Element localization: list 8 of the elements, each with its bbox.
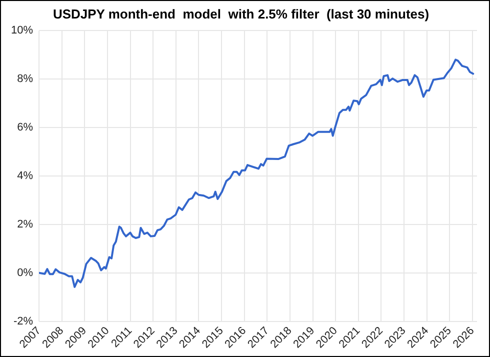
chart-title: USDJPY month-end model with 2.5% filter (last 30 minutes)	[52, 6, 430, 22]
y-tick-label: 6%	[17, 122, 34, 134]
y-tick-label: 4%	[17, 170, 34, 182]
y-tick-label: 8%	[17, 73, 34, 86]
y-tick-label: 2%	[17, 218, 34, 230]
y-tick-label: -2%	[13, 315, 34, 328]
y-tick-label: 0%	[17, 266, 34, 279]
y-tick-label: 10%	[10, 24, 34, 37]
